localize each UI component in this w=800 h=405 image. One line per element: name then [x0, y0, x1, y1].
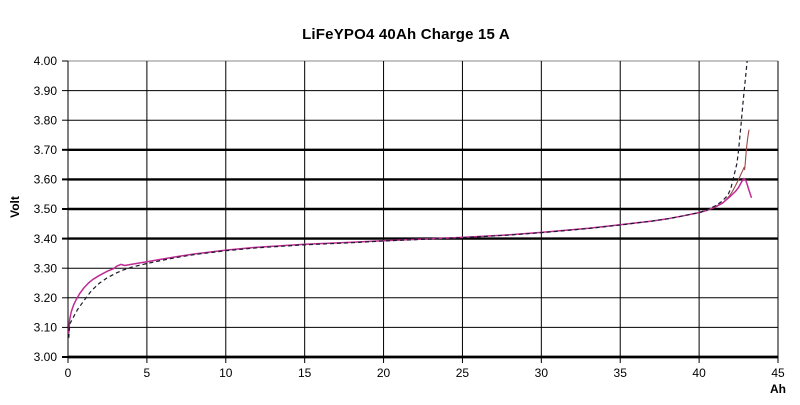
charge-curve-red [698, 129, 750, 214]
y-tick-label: 3.20 [34, 291, 58, 305]
x-tick-label: 0 [65, 366, 72, 380]
y-tick-label: 4.00 [34, 54, 58, 68]
y-tick-label: 3.80 [34, 113, 58, 127]
chart-title: LiFeYPO4 40Ah Charge 15 A [302, 26, 510, 43]
y-tick-label: 3.00 [34, 350, 58, 364]
x-tick-label: 40 [692, 366, 706, 380]
y-tick-label: 3.30 [34, 261, 58, 275]
y-tick-label: 3.90 [34, 84, 58, 98]
x-tick-label: 20 [377, 366, 391, 380]
y-tick-label: 3.60 [34, 173, 58, 187]
x-tick-label: 35 [614, 366, 628, 380]
y-tick-label: 3.10 [34, 321, 58, 335]
x-tick-label: 5 [144, 366, 151, 380]
x-tick-label: 15 [298, 366, 312, 380]
y-tick-label: 3.70 [34, 143, 58, 157]
y-tick-label: 3.40 [34, 232, 58, 246]
y-tick-label: 3.50 [34, 202, 58, 216]
charge-curve-black-dashed [68, 61, 748, 338]
x-axis-title: Ah [770, 382, 786, 396]
charge-curve-magenta [68, 177, 753, 334]
x-tick-label: 25 [456, 366, 470, 380]
x-tick-label: 10 [219, 366, 233, 380]
x-tick-label: 45 [771, 366, 785, 380]
x-tick-label: 30 [535, 366, 549, 380]
